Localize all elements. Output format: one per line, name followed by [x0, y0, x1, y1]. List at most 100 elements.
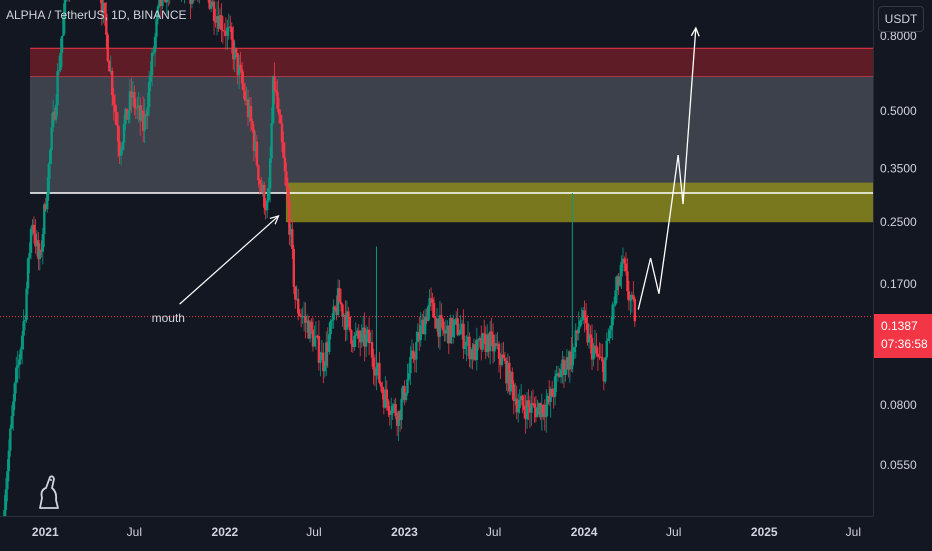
candle-body [23, 319, 27, 322]
candle-body [243, 90, 247, 102]
candle-body [545, 404, 548, 418]
candle-body [450, 317, 453, 337]
candle-body [418, 331, 421, 341]
candle-body [302, 315, 306, 317]
candle-body [376, 363, 380, 368]
candle-body [630, 294, 634, 300]
candle-body [576, 330, 579, 334]
candle-body [246, 99, 250, 118]
supply-zone [30, 48, 873, 77]
candle-body [212, 1, 216, 22]
candle-body [116, 125, 120, 142]
candle-body [301, 316, 304, 318]
candle-body [542, 404, 545, 414]
candle-body [323, 365, 326, 372]
candle-body [428, 298, 431, 307]
candle-body [505, 360, 508, 384]
candle-body [478, 337, 482, 341]
candle-body [329, 321, 332, 335]
candle-body [562, 359, 566, 375]
candle-body [320, 352, 324, 361]
candle-body [260, 184, 263, 192]
candle-body [578, 320, 582, 327]
zones-layer [30, 47, 873, 223]
candle-body [149, 75, 152, 83]
candle-body [537, 403, 541, 408]
candle-body [17, 359, 21, 366]
candle-body [611, 304, 614, 326]
candle-body [462, 323, 465, 349]
candle-body [9, 428, 12, 451]
candle-body [372, 357, 375, 370]
candle-body [56, 71, 59, 105]
candle-body [128, 91, 132, 111]
candle-body [437, 318, 440, 337]
candle-body [574, 330, 577, 348]
candle-body [347, 311, 350, 317]
candle-body [242, 83, 245, 91]
candle-body [221, 29, 225, 31]
projection-arrowhead [690, 26, 700, 37]
candle-body [558, 373, 561, 378]
tradingview-dino-icon[interactable] [36, 474, 62, 510]
candle-body [503, 358, 507, 361]
candle-body [605, 340, 608, 358]
candle-body [51, 111, 55, 128]
currency-button[interactable]: USDT [878, 6, 924, 32]
candle-body [477, 339, 480, 341]
candle-body [322, 352, 325, 372]
candle-body [233, 48, 236, 60]
candle-body [330, 319, 334, 322]
price-axis[interactable] [873, 0, 932, 516]
candle-body [254, 141, 257, 152]
candle-body [388, 410, 391, 415]
candle-body [351, 343, 355, 347]
time-axis[interactable] [0, 516, 873, 551]
candle-body [248, 106, 251, 118]
candle-body [139, 105, 142, 121]
candle-body [6, 471, 9, 490]
candle-body [528, 406, 532, 413]
candle-body [282, 142, 285, 158]
candle-body [483, 333, 486, 335]
candle-body [543, 413, 546, 418]
candle-body [54, 104, 58, 120]
candle-body [332, 306, 335, 320]
candle-body [468, 336, 471, 360]
candle-body [35, 240, 39, 247]
candle-body [218, 15, 222, 29]
candle-body [25, 288, 28, 320]
candle-body [363, 327, 366, 347]
candle-body [530, 403, 533, 413]
candle-body [108, 61, 111, 72]
mouth-arrow [179, 215, 279, 305]
candle-body [480, 337, 483, 350]
candle-body [109, 70, 112, 72]
candle-body [618, 276, 622, 286]
candle-body [546, 395, 549, 405]
candle-body [604, 357, 607, 382]
candle-body [573, 347, 576, 353]
current-price-value: 0.1387 [881, 319, 918, 333]
candle-body [264, 207, 267, 211]
candle-body [158, 0, 161, 7]
candle-body [319, 360, 322, 363]
drawings-layer: mouth [152, 26, 700, 325]
candle-body [564, 369, 567, 375]
candle-body [240, 69, 244, 84]
candle-body [26, 258, 30, 289]
candle-body [447, 325, 451, 344]
candle-body [297, 298, 300, 314]
candle-body [627, 291, 631, 301]
candle-body [521, 395, 524, 406]
candle-body [237, 64, 241, 76]
candle-body [617, 276, 620, 286]
candle-body [370, 342, 374, 358]
candle-body [12, 401, 15, 417]
candle-body [407, 373, 411, 380]
candle-body [209, 5, 213, 9]
candle-body [367, 329, 371, 344]
candle-body [525, 400, 529, 420]
candle-body [485, 334, 489, 353]
